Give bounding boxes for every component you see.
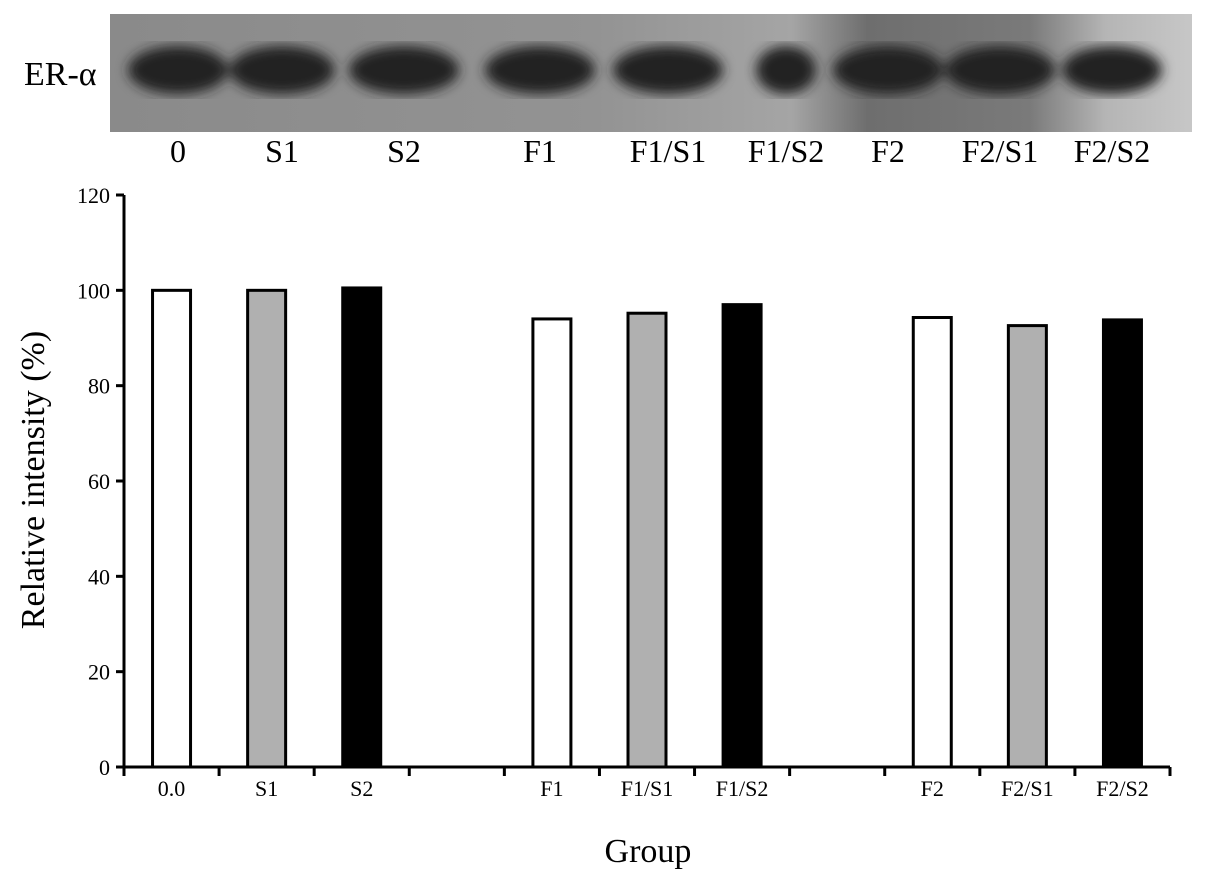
blot-band [833,46,943,94]
x-tick-label: F1/S2 [716,776,769,801]
x-tick-label: S2 [350,776,373,801]
bar-f2-s1 [1006,324,1048,769]
blot-band [349,46,459,94]
blot-lane-label: F1/S2 [748,133,824,169]
y-tick-label: 80 [88,374,110,399]
blot-lane-label: F1 [523,133,557,169]
blot-lane-label: S2 [387,133,421,169]
bar-f1-s1 [626,311,668,769]
blot-band [128,46,228,94]
x-tick-label: S1 [255,776,278,801]
y-tick-label: 120 [77,183,110,208]
blot-lane-label: S1 [265,133,299,169]
bar-f2 [911,316,953,769]
y-tick-label: 100 [77,278,110,303]
x-tick-label: F1/S1 [621,776,674,801]
bar-s1 [246,288,288,769]
blot-band [1062,46,1162,94]
blot-band [613,46,723,94]
blot-lane-label: F2/S2 [1074,133,1150,169]
bar-s2 [341,286,383,769]
x-tick-label: F2/S1 [1001,776,1054,801]
x-tick-label: F2/S2 [1096,776,1149,801]
y-tick-label: 60 [88,469,110,494]
x-tick-label: 0.0 [158,776,186,801]
blot-lane-label: F1/S1 [630,133,706,169]
blot-band [756,46,816,94]
bar-0-0 [151,288,193,769]
bar-f1 [531,317,573,769]
x-axis-label: Group [605,833,692,870]
western-blot-image: 0 S1 S2 F1 F1/S1 F1/S2 F2 F2/S1 F2/S2 [110,14,1192,169]
bar-f1-s2 [721,303,763,769]
blot-lane-label: 0 [170,133,186,169]
y-axis-label: Relative intensity (%) [15,331,52,629]
y-tick-label: 20 [88,660,110,685]
blot-band [229,46,335,94]
blot-lane-label: F2 [871,133,905,169]
x-tick-label: F1 [540,776,563,801]
x-tick-label: F2 [921,776,944,801]
bar-f2-s2 [1101,318,1143,769]
blot-band [485,46,595,94]
blot-band [945,46,1055,94]
y-tick-label: 0 [99,755,110,780]
y-tick-label: 40 [88,564,110,589]
blot-protein-label: ER-α [24,56,97,93]
blot-lane-label: F2/S1 [962,133,1038,169]
